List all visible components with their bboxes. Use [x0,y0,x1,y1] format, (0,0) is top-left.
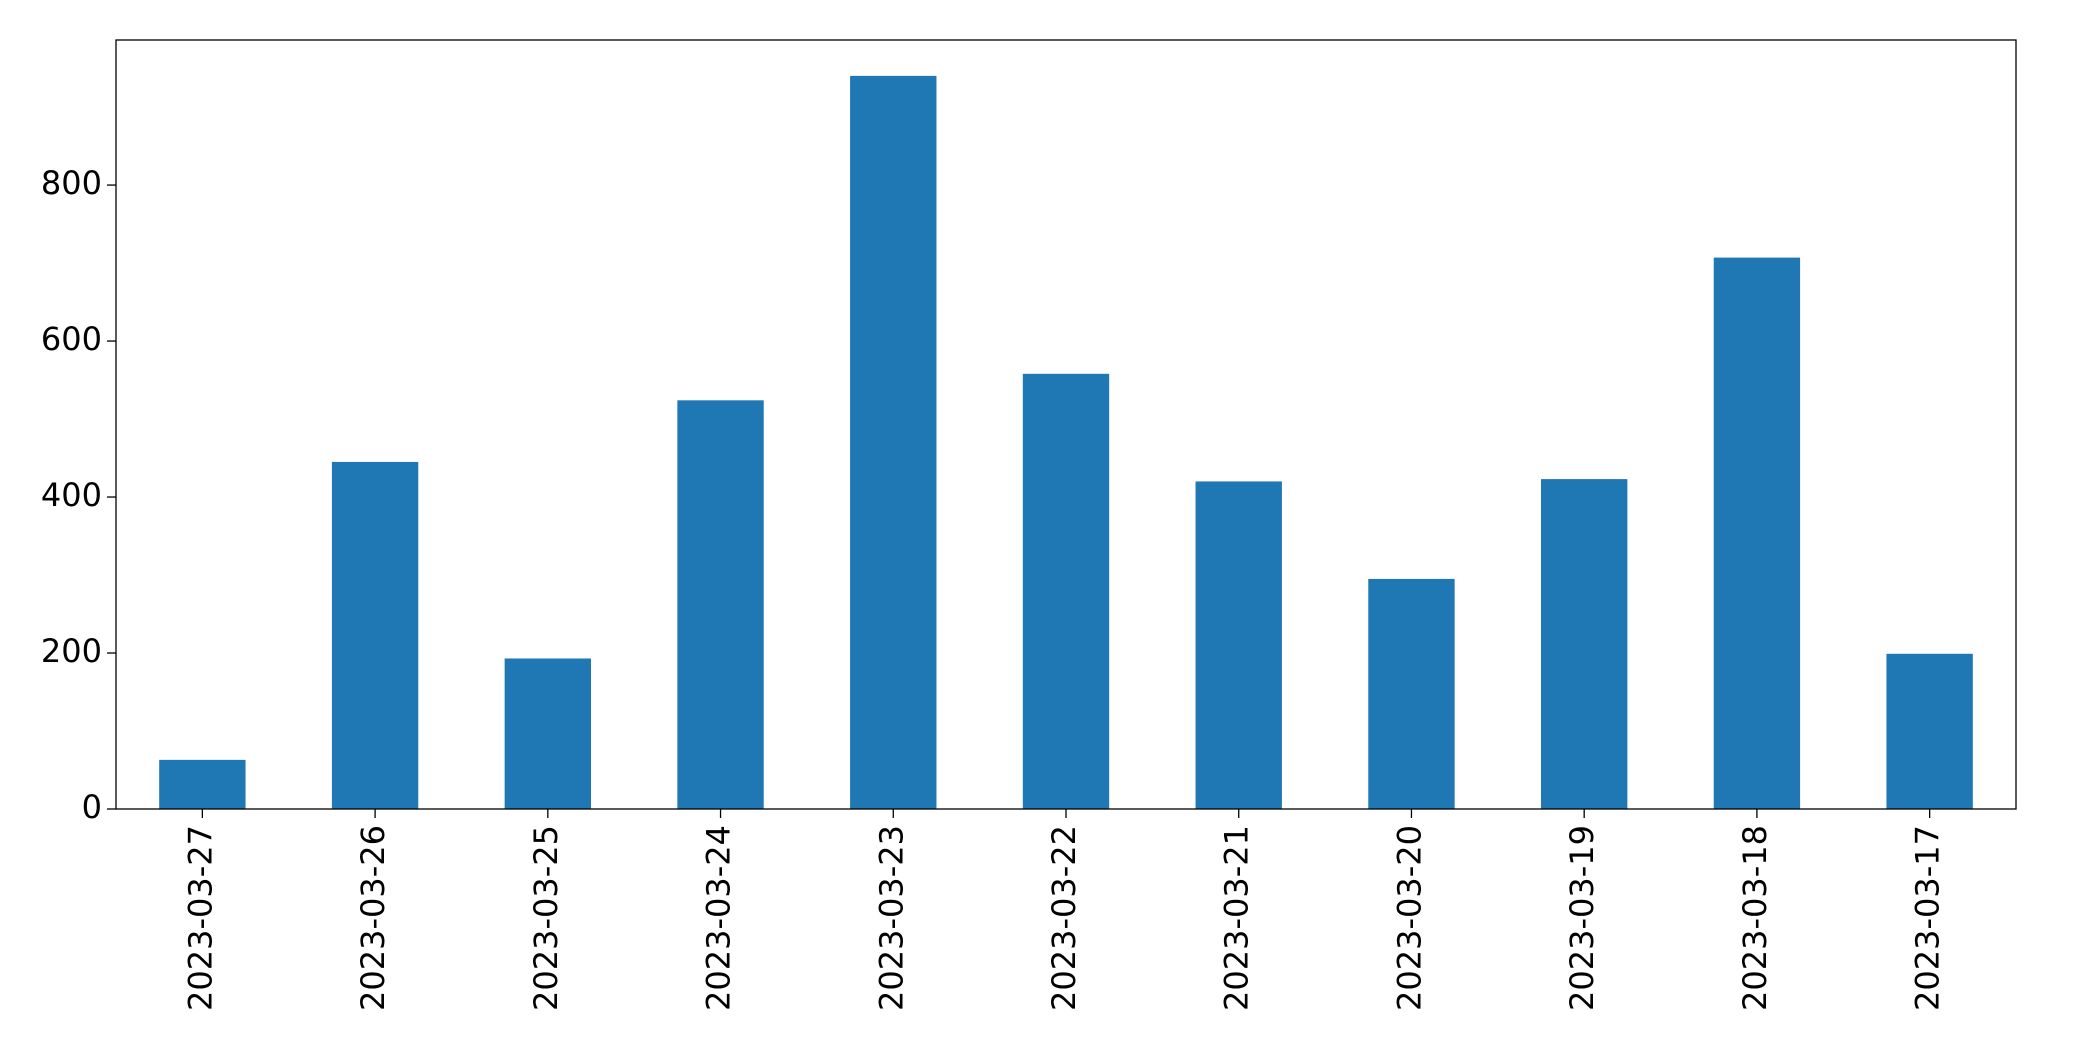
x-tick-label: 2023-03-20 [1390,825,1428,1011]
bar [1713,257,1801,809]
x-tick-label: 2023-03-19 [1563,825,1601,1011]
x-tick-label: 2023-03-21 [1218,825,1256,1011]
bar [1022,373,1110,809]
bar [850,75,937,809]
x-tick-label: 2023-03-22 [1045,825,1083,1011]
axes-frame [115,39,2017,810]
bar [1886,653,1973,809]
x-tick-label: 2023-03-25 [527,825,565,1011]
bar [159,759,246,809]
bar [677,400,764,809]
x-tick-label: 2023-03-24 [700,825,738,1011]
y-tick-label: 400 [41,476,102,514]
y-tick-label: 0 [82,788,102,826]
y-tick-label: 600 [41,320,102,358]
x-tick-label: 2023-03-27 [181,825,219,1011]
bar [1541,479,1628,809]
bar [1368,578,1455,809]
bar [331,461,419,809]
x-tick-label: 2023-03-18 [1736,825,1774,1011]
x-tick-label: 2023-03-26 [354,825,392,1011]
x-tick-label: 2023-03-17 [1909,825,1947,1011]
bar [504,658,591,809]
y-tick-label: 200 [41,632,102,670]
x-tick-label: 2023-03-23 [872,825,910,1011]
y-tick-label: 800 [41,164,102,202]
bar [1195,481,1282,809]
